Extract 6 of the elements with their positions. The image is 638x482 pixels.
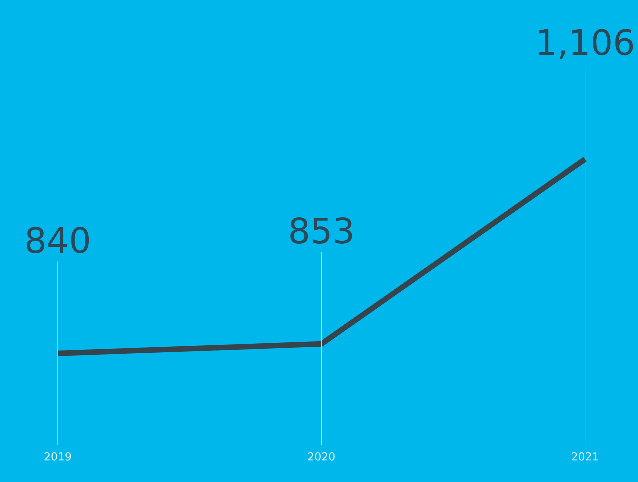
data-label: 840 [26, 226, 90, 254]
data-label: 1,106 [539, 29, 634, 60]
x-tick-label: 2019 [44, 452, 72, 461]
data-label: 853 [290, 217, 352, 244]
x-tick-label: 2021 [572, 452, 598, 461]
x-tick-label: 2020 [308, 452, 335, 461]
